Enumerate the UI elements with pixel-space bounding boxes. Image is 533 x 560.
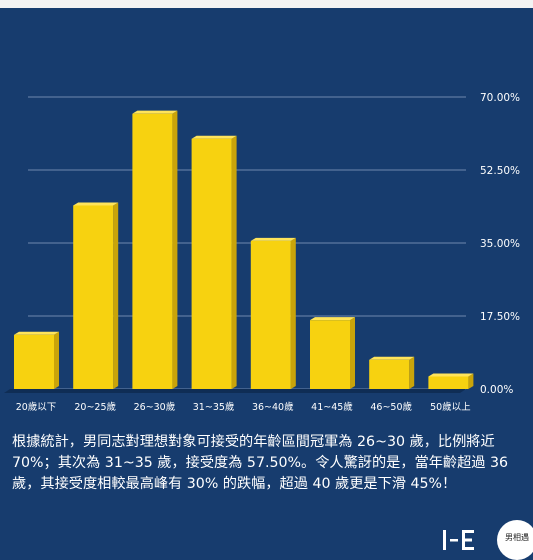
bar-side <box>409 356 415 389</box>
x-tick-label: 26~30歲 <box>134 401 176 413</box>
chart-caption: 根據統計，男同志對理想對象可接受的年齡區間冠軍為 26~30 歲，比例將近 70… <box>12 434 509 492</box>
bar <box>14 334 54 389</box>
bar <box>369 359 410 389</box>
bar-top <box>250 237 296 241</box>
bar-side <box>290 237 296 389</box>
bar-side <box>468 373 474 389</box>
bar-side <box>172 110 178 389</box>
bar <box>132 113 173 389</box>
brand-badge: 男相遇 <box>497 520 533 560</box>
bar-side <box>54 331 59 389</box>
bar-top <box>369 356 415 360</box>
bar <box>250 240 291 389</box>
y-tick-label: 17.50% <box>480 311 520 323</box>
y-tick-label: 0.00% <box>480 384 513 396</box>
bar-top <box>132 110 178 114</box>
bar <box>191 138 232 389</box>
x-tick-label: 20歲以下 <box>16 401 57 413</box>
bar-top <box>428 373 474 377</box>
bar <box>310 320 350 389</box>
x-tick-label: 31~35歲 <box>193 401 235 413</box>
bar <box>73 205 114 389</box>
badge-label: 男相遇 <box>505 533 529 542</box>
bar-side <box>113 202 119 389</box>
bar-chart: 0.00% 17.50% 35.00% 52.50% 70.00% 20歲以下 20~25歲… <box>4 92 520 413</box>
x-tick-label: 41~45歲 <box>311 401 353 413</box>
x-tick-label: 20~25歲 <box>74 401 116 413</box>
bar-side <box>231 135 237 389</box>
bar-top <box>14 331 59 335</box>
x-tick-label: 36~40歲 <box>252 401 294 413</box>
y-tick-label: 35.00% <box>480 238 520 250</box>
y-tick-label: 52.50% <box>480 165 520 177</box>
bar-top <box>191 135 237 139</box>
bar-top <box>73 202 119 206</box>
y-tick-label: 70.00% <box>480 92 520 104</box>
x-tick-label: 50歲以上 <box>430 401 471 413</box>
bar <box>428 376 469 389</box>
bar-top <box>310 317 355 321</box>
top-strip <box>0 0 533 8</box>
brand-logo <box>443 530 474 550</box>
x-tick-label: 46~50歲 <box>370 401 412 413</box>
bar-side <box>350 317 355 389</box>
chart-floor <box>4 389 466 393</box>
